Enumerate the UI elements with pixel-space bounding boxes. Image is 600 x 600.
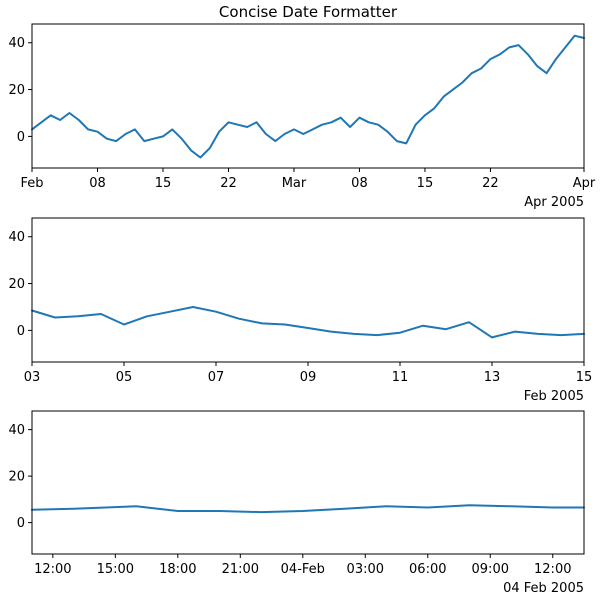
x-tick-label: 09:00 <box>472 562 509 577</box>
x-tick-label: 11 <box>392 370 409 385</box>
y-tick-label: 20 <box>8 83 25 98</box>
x-tick-label: 15:00 <box>97 562 134 577</box>
x-tick-label: 08 <box>351 176 368 191</box>
y-tick-label: 40 <box>8 230 25 245</box>
x-tick-label: Mar <box>282 176 307 191</box>
x-tick-label: 18:00 <box>159 562 196 577</box>
y-tick-label: 20 <box>8 470 25 485</box>
chart-title: Concise Date Formatter <box>219 3 398 21</box>
chart-panel-1: 0 20 40 Feb 08 15 22 Mar 08 15 22 Apr Apr 2005 <box>8 23 596 210</box>
x-tick-label: 15 <box>155 176 172 191</box>
x-tick-label: 06:00 <box>409 562 446 577</box>
series-line-2-1 <box>31 306 585 339</box>
chart-panel-3: 0 20 40 12:00 15:00 18:00 21:00 04-Feb 03:00 06:0… <box>8 410 585 596</box>
x-tick-label: Feb <box>20 176 43 191</box>
y-tick-label: 40 <box>8 423 25 438</box>
x-offset-label: Apr 2005 <box>524 195 584 210</box>
x-tick-label: 22 <box>482 176 499 191</box>
x-tick-label: 07 <box>208 370 225 385</box>
axes-frame <box>31 410 585 555</box>
y-tick-label: 20 <box>8 277 25 292</box>
x-tick-label: 12:00 <box>34 562 71 577</box>
y-tick-label: 0 <box>17 130 25 145</box>
x-tick-label: 12:00 <box>534 562 571 577</box>
y-tick-label: 0 <box>17 516 25 531</box>
series-line-1-1 <box>31 34 585 159</box>
x-tick-label: 03:00 <box>347 562 384 577</box>
x-tick-label: 05 <box>116 370 133 385</box>
x-tick-label: 09 <box>300 370 317 385</box>
axes-frame <box>31 23 585 169</box>
x-tick-label: 03 <box>24 370 41 385</box>
x-tick-label: 04-Feb <box>281 562 325 577</box>
x-offset-label: Feb 2005 <box>524 389 584 404</box>
x-tick-label: 21:00 <box>222 562 259 577</box>
x-offset-label: 04 Feb 2005 <box>503 581 584 596</box>
chart-panel-2: 0 20 40 03 05 07 09 11 13 15 Feb 2005 <box>8 217 593 404</box>
x-tick-label: 15 <box>417 176 434 191</box>
x-tick-label: 15 <box>576 370 593 385</box>
x-tick-label: 22 <box>220 176 237 191</box>
y-tick-label: 0 <box>17 324 25 339</box>
x-tick-label: 08 <box>89 176 106 191</box>
y-tick-label: 40 <box>8 36 25 51</box>
axes-frame <box>31 217 585 363</box>
x-tick-label: Apr <box>573 176 596 191</box>
x-tick-label: 13 <box>484 370 501 385</box>
series-line-3-1 <box>31 504 585 514</box>
